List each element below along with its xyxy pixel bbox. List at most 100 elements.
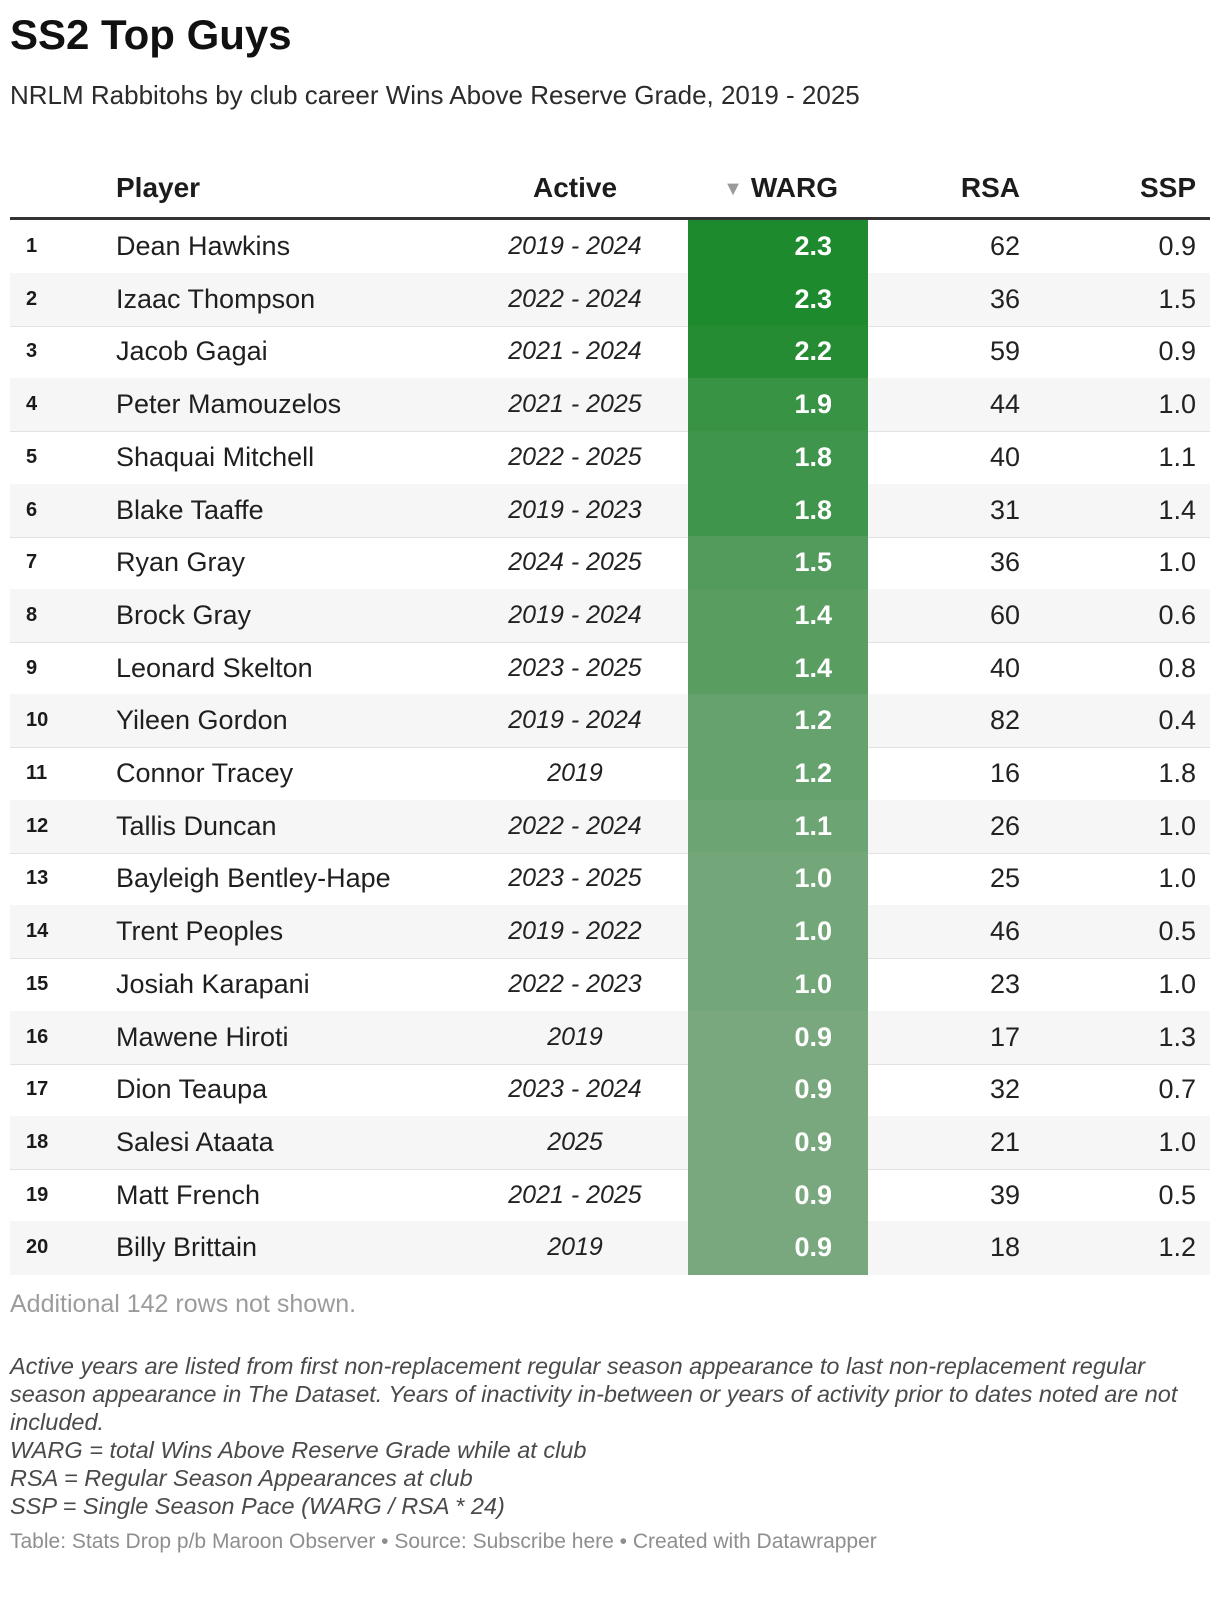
table-row: 1 Dean Hawkins 2019 - 2024 2.3 62 0.9 [10,220,1210,274]
rank-cell: 6 [26,498,38,521]
rsa-cell: 40 [989,441,1020,472]
player-cell: Dean Hawkins [116,231,291,261]
rank-cell: 5 [26,445,38,468]
warg-cell: 1.0 [688,852,868,907]
active-cell: 2019 [547,1233,603,1262]
table-header: Player Active ▼ WARG RSA SSP [10,158,1210,220]
rsa-cell: 17 [989,1021,1020,1052]
warg-cell: 1.8 [688,483,868,538]
warg-cell: 1.1 [688,799,868,854]
table-row: 18 Salesi Ataata 2025 0.9 21 1.0 [10,1115,1210,1170]
ssp-cell: 0.7 [1158,1074,1196,1105]
rsa-cell: 31 [989,494,1020,525]
warg-cell: 2.2 [688,325,868,380]
ssp-cell: 0.5 [1158,916,1196,947]
table-row: 20 Billy Brittain 2019 0.9 18 1.2 [10,1221,1210,1276]
rank-cell: 14 [26,920,49,943]
footer-credits: Table: Stats Drop p/b Maroon Observer • … [10,1530,877,1553]
active-cell: 2019 - 2024 [508,232,642,260]
rsa-cell: 39 [989,1179,1020,1210]
warg-cell: 0.9 [688,1168,868,1223]
active-cell: 2023 - 2025 [508,864,642,893]
active-cell: 2022 - 2025 [508,442,642,471]
rank-cell: 15 [26,972,49,995]
active-cell: 2022 - 2024 [508,284,642,313]
active-cell: 2019 - 2024 [508,706,642,735]
rsa-cell: 36 [989,547,1020,578]
ssp-cell: 1.1 [1158,441,1196,472]
rank-cell: 8 [26,603,38,626]
player-cell: Connor Tracey [116,758,294,788]
table-row: 6 Blake Taaffe 2019 - 2023 1.8 31 1.4 [10,483,1210,538]
active-cell: 2021 - 2025 [508,1180,642,1209]
rsa-cell: 23 [989,968,1020,999]
active-cell: 2023 - 2025 [508,653,642,682]
rsa-cell: 44 [989,389,1020,420]
active-cell: 2021 - 2025 [508,390,642,419]
player-cell: Josiah Karapani [116,968,310,999]
player-cell: Salesi Ataata [116,1126,274,1157]
warg-cell: 1.8 [688,430,868,485]
rank-cell: 1 [26,235,38,257]
table-row: 3 Jacob Gagai 2021 - 2024 2.2 59 0.9 [10,325,1210,380]
rsa-cell: 60 [989,599,1020,630]
active-cell: 2021 - 2024 [508,337,642,366]
player-cell: Matt French [116,1179,261,1210]
rsa-cell: 26 [989,810,1020,841]
chart-subtitle: NRLM Rabbitohs by club career Wins Above… [10,80,860,110]
rank-cell: 11 [26,762,48,784]
rank-cell: 17 [26,1078,49,1101]
table-row: 11 Connor Tracey 2019 1.2 16 1.8 [10,747,1210,801]
table-row: 12 Tallis Duncan 2022 - 2024 1.1 26 1.0 [10,799,1210,854]
player-cell: Leonard Skelton [116,652,313,683]
table-row: 19 Matt French 2021 - 2025 0.9 39 0.5 [10,1168,1210,1223]
active-cell: 2025 [547,1127,603,1156]
player-cell: Izaac Thompson [116,283,316,314]
more-rows-note: Additional 142 rows not shown. [10,1290,357,1318]
table-row: 13 Bayleigh Bentley-Hape 2023 - 2025 1.0 25 1… [10,852,1210,907]
ssp-cell: 1.4 [1158,494,1196,525]
rank-cell: 19 [26,1183,49,1206]
note-rsa: RSA = Regular Season Appearances at club [10,1465,473,1491]
rsa-cell: 59 [989,336,1020,367]
header-warg[interactable]: ▼ WARG [688,158,838,217]
rank-cell: 2 [26,287,38,310]
ssp-cell: 0.9 [1158,231,1196,261]
warg-cell: 0.9 [688,1063,868,1118]
active-cell: 2019 - 2024 [508,600,642,629]
header-player[interactable]: Player [116,172,201,203]
header-active[interactable]: Active [532,172,618,203]
active-cell: 2019 - 2023 [508,495,642,524]
ssp-cell: 0.4 [1158,705,1196,736]
header-rsa[interactable]: RSA [960,172,1020,203]
player-cell: Trent Peoples [116,916,284,947]
rsa-cell: 46 [989,916,1020,947]
table-row: 9 Leonard Skelton 2023 - 2025 1.4 40 0.8 [10,641,1210,696]
rsa-cell: 82 [989,705,1020,736]
ssp-cell: 1.0 [1158,968,1196,999]
player-cell: Ryan Gray [116,547,246,578]
player-cell: Billy Brittain [116,1232,258,1263]
player-cell: Shaquai Mitchell [116,441,315,472]
warg-cell: 1.5 [688,536,868,591]
table-row: 16 Mawene Hiroti 2019 0.9 17 1.3 [10,1010,1210,1065]
rsa-cell: 62 [989,231,1020,261]
active-cell: 2022 - 2024 [508,811,642,840]
warg-cell: 0.9 [688,1115,868,1170]
rank-cell: 16 [26,1025,49,1048]
active-cell: 2019 [547,1022,603,1051]
header-ssp[interactable]: SSP [1139,172,1196,203]
ssp-cell: 1.0 [1158,863,1196,894]
ssp-cell: 1.0 [1158,389,1196,420]
rank-cell: 4 [26,393,38,416]
player-cell: Brock Gray [116,599,252,630]
active-cell: 2019 [547,759,603,787]
warg-cell: 1.0 [688,957,868,1012]
rank-cell: 13 [26,867,49,890]
rsa-cell: 25 [989,863,1020,894]
rsa-cell: 21 [989,1126,1020,1157]
table-row: 4 Peter Mamouzelos 2021 - 2025 1.9 44 1.0 [10,378,1210,433]
player-cell: Jacob Gagai [116,336,268,367]
table-row: 8 Brock Gray 2019 - 2024 1.4 60 0.6 [10,588,1210,643]
active-cell: 2023 - 2024 [508,1075,642,1104]
